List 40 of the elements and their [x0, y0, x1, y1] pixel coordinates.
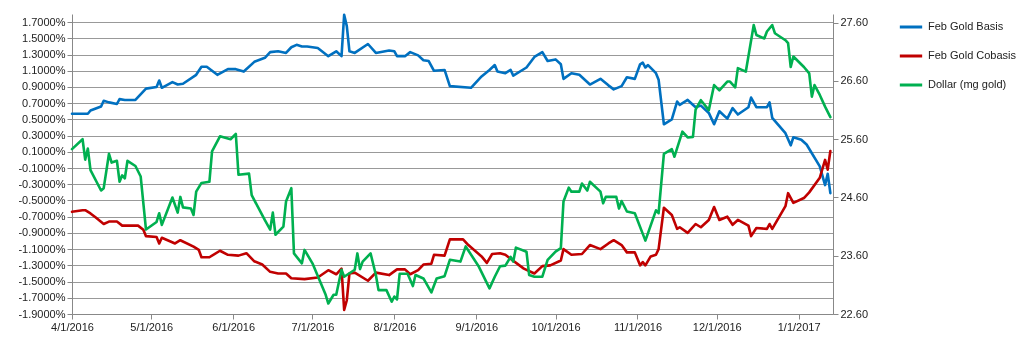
y-tick-label: 0.3000% — [22, 129, 66, 142]
y-tick-label: -0.7000% — [18, 210, 66, 223]
line-series — [70, 13, 832, 195]
y-tick-label: 1.5000% — [22, 31, 66, 44]
line-series — [70, 23, 832, 305]
y-tick-label: 1.3000% — [22, 48, 66, 61]
x-tick-label: 6/1/2016 — [212, 320, 256, 333]
x-tick-label: 10/1/2016 — [531, 320, 581, 333]
y2-tick-label: 23.60 — [840, 249, 869, 262]
y-tick-label: -1.1000% — [18, 242, 66, 255]
y-tick-label: 1.7000% — [22, 15, 66, 28]
x-tick-label: 1/1/2017 — [777, 320, 821, 333]
y-tick-label: -0.5000% — [18, 193, 66, 206]
y-tick-label: -0.3000% — [18, 177, 66, 190]
x-tick-label: 9/1/2016 — [455, 320, 499, 333]
y-tick-label: 0.5000% — [22, 112, 66, 125]
y2-tick-label: 25.60 — [840, 132, 869, 145]
y-tick-label: 0.9000% — [22, 80, 66, 93]
y-tick-label: -1.7000% — [18, 291, 66, 304]
x-tick-label: 8/1/2016 — [373, 320, 417, 333]
x-tick-label: 12/1/2016 — [692, 320, 742, 333]
y-tick-label: -0.9000% — [18, 226, 66, 239]
legend-label: Dollar (mg gold) — [928, 78, 1007, 90]
y-tick-label: -1.5000% — [18, 275, 66, 288]
y-tick-label: 0.7000% — [22, 96, 66, 109]
y-tick-label: 1.1000% — [22, 64, 66, 77]
x-tick-label: 5/1/2016 — [130, 320, 174, 333]
y-tick-label: -0.1000% — [18, 161, 66, 174]
y-tick-label: -1.3000% — [18, 258, 66, 271]
y2-tick-label: 24.60 — [840, 191, 869, 203]
y2-tick-label: 22.60 — [840, 307, 869, 320]
y2-tick-label: 27.60 — [840, 16, 869, 29]
x-tick-label: 4/1/2016 — [51, 320, 94, 333]
x-tick-label: 11/1/2016 — [613, 320, 663, 333]
y-tick-label: -1.9000% — [18, 307, 66, 320]
legend-label: Feb Gold Cobasis — [928, 49, 1017, 61]
y2-tick-label: 26.60 — [840, 74, 869, 87]
y-tick-label: 0.1000% — [22, 145, 66, 158]
x-tick-label: 7/1/2016 — [291, 320, 335, 333]
legend-label: Feb Gold Basis — [928, 20, 1004, 32]
